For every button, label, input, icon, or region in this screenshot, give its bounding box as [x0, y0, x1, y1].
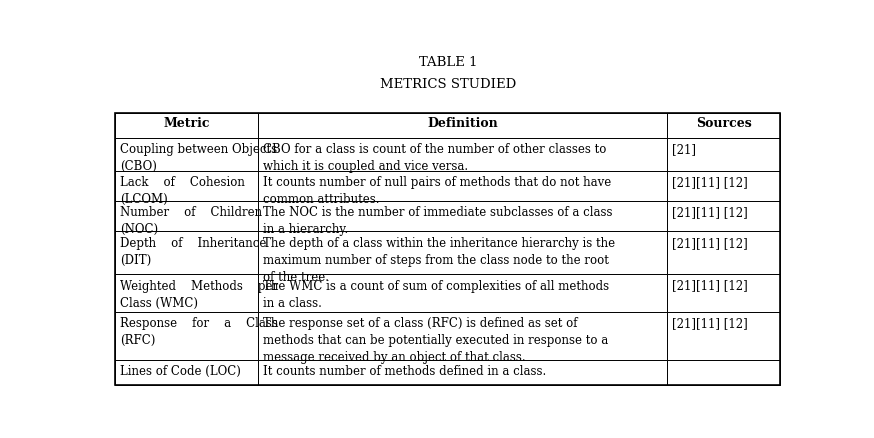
Bar — [668, 171, 780, 201]
Text: It counts number of methods defined in a class.: It counts number of methods defined in a… — [263, 365, 546, 378]
Text: [21][11] [12]: [21][11] [12] — [672, 279, 748, 293]
Bar — [259, 113, 668, 138]
Text: Number    of    Children
(NOC): Number of Children (NOC) — [120, 206, 262, 237]
Text: The depth of a class within the inheritance hierarchy is the
maximum number of s: The depth of a class within the inherita… — [263, 237, 615, 284]
Bar — [668, 113, 780, 138]
Bar — [115, 138, 259, 171]
Bar — [259, 201, 668, 231]
Text: It counts number of null pairs of methods that do not have
common attributes.: It counts number of null pairs of method… — [263, 176, 611, 206]
Bar — [115, 171, 259, 201]
Bar — [115, 113, 259, 138]
Text: Definition: Definition — [427, 117, 498, 130]
Text: Weighted    Methods    per
Class (WMC): Weighted Methods per Class (WMC) — [120, 279, 278, 310]
Bar — [259, 274, 668, 312]
Bar — [668, 138, 780, 171]
Bar — [259, 231, 668, 274]
Text: METRICS STUDIED: METRICS STUDIED — [380, 78, 516, 91]
Text: [21][11] [12]: [21][11] [12] — [672, 176, 748, 189]
Text: Response    for    a    Class
(RFC): Response for a Class (RFC) — [120, 318, 278, 347]
Bar — [668, 201, 780, 231]
Bar — [668, 312, 780, 360]
Bar — [259, 171, 668, 201]
Bar — [115, 113, 780, 385]
Bar — [115, 201, 259, 231]
Text: Lack    of    Cohesion
(LCOM): Lack of Cohesion (LCOM) — [120, 176, 245, 206]
Bar — [115, 312, 259, 360]
Text: The NOC is the number of immediate subclasses of a class
in a hierarchy.: The NOC is the number of immediate subcl… — [263, 206, 613, 237]
Text: [21][11] [12]: [21][11] [12] — [672, 318, 748, 330]
Text: Lines of Code (LOC): Lines of Code (LOC) — [120, 365, 241, 378]
Text: [21][11] [12]: [21][11] [12] — [672, 206, 748, 219]
Bar — [668, 360, 780, 385]
Text: Depth    of    Inheritance
(DIT): Depth of Inheritance (DIT) — [120, 237, 267, 267]
Text: Metric: Metric — [163, 117, 210, 130]
Bar — [259, 138, 668, 171]
Bar — [115, 360, 259, 385]
Bar — [259, 312, 668, 360]
Text: The response set of a class (RFC) is defined as set of
methods that can be poten: The response set of a class (RFC) is def… — [263, 318, 608, 364]
Bar — [668, 274, 780, 312]
Text: Coupling between Objects
(CBO): Coupling between Objects (CBO) — [120, 143, 277, 173]
Text: CBO for a class is count of the number of other classes to
which it is coupled a: CBO for a class is count of the number o… — [263, 143, 607, 173]
Text: [21]: [21] — [672, 143, 696, 156]
Text: Sources: Sources — [696, 117, 752, 130]
Text: The WMC is a count of sum of complexities of all methods
in a class.: The WMC is a count of sum of complexitie… — [263, 279, 609, 310]
Bar — [115, 231, 259, 274]
Bar — [259, 360, 668, 385]
Bar — [668, 231, 780, 274]
Bar — [115, 274, 259, 312]
Text: [21][11] [12]: [21][11] [12] — [672, 237, 748, 250]
Text: TABLE 1: TABLE 1 — [419, 57, 477, 69]
